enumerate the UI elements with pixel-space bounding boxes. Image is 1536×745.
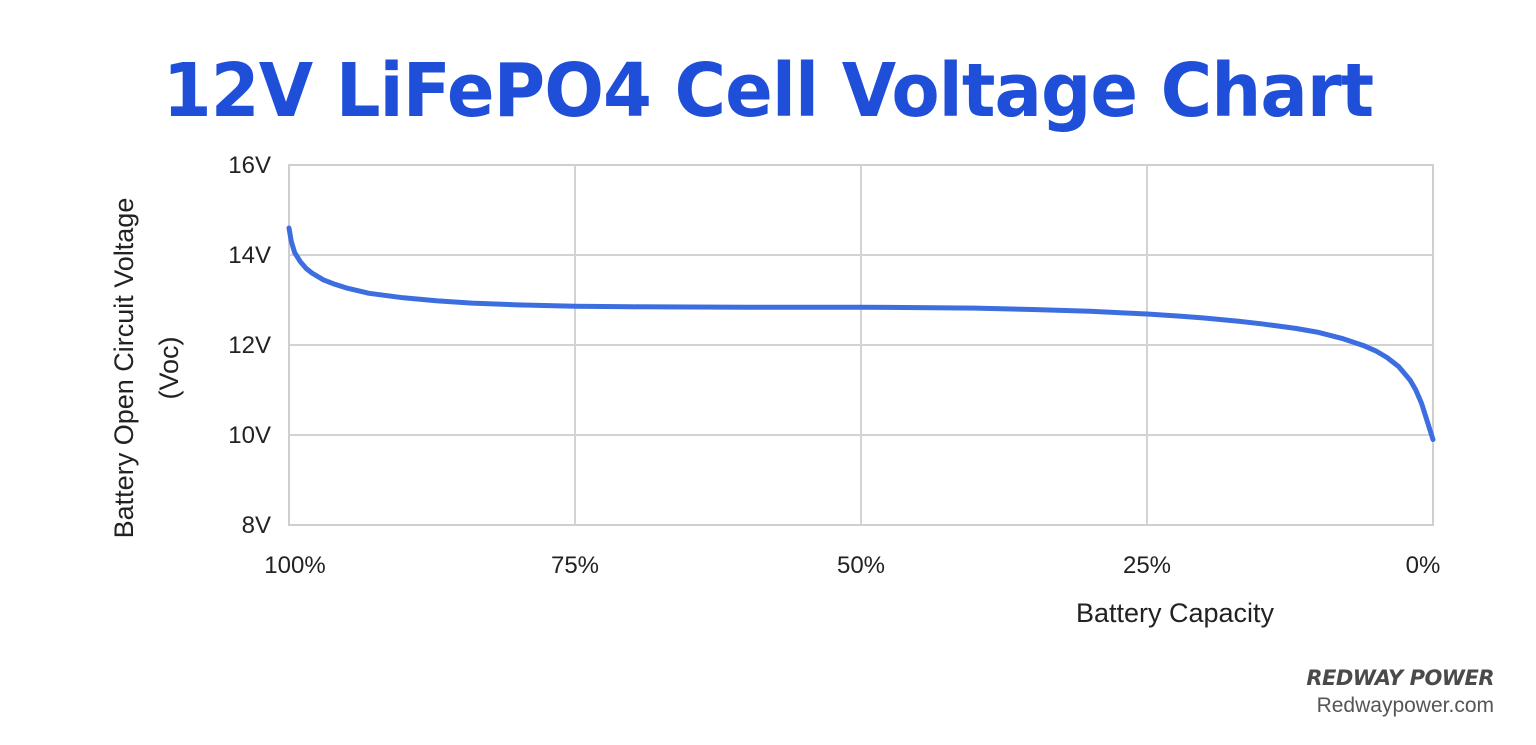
y-tick-label: 8V <box>242 512 271 539</box>
y-tick-label: 14V <box>228 242 271 269</box>
y-tick-label: 12V <box>228 332 271 359</box>
x-tick-label: 100% <box>264 552 325 579</box>
x-tick-label: 0% <box>1406 552 1441 579</box>
x-tick-label: 50% <box>837 552 885 579</box>
y-tick-label: 10V <box>228 422 271 449</box>
y-axis-label-unit: (Voc) <box>154 336 184 399</box>
x-tick-label: 25% <box>1123 552 1171 579</box>
y-axis-label: Battery Open Circuit Voltage <box>109 198 139 539</box>
brand-url: Redwaypower.com <box>1316 694 1494 717</box>
brand-logo-text: REDWAY POWER <box>1306 666 1494 690</box>
x-tick-label: 75% <box>551 552 599 579</box>
chart-title: 12V LiFePO4 Cell Voltage Chart <box>162 48 1374 134</box>
series-line <box>286 225 1436 442</box>
y-tick-label: 16V <box>228 152 271 179</box>
brand-block: REDWAY POWER Redwaypower.com <box>1306 666 1494 718</box>
x-axis-label: Battery Capacity <box>1076 598 1275 628</box>
